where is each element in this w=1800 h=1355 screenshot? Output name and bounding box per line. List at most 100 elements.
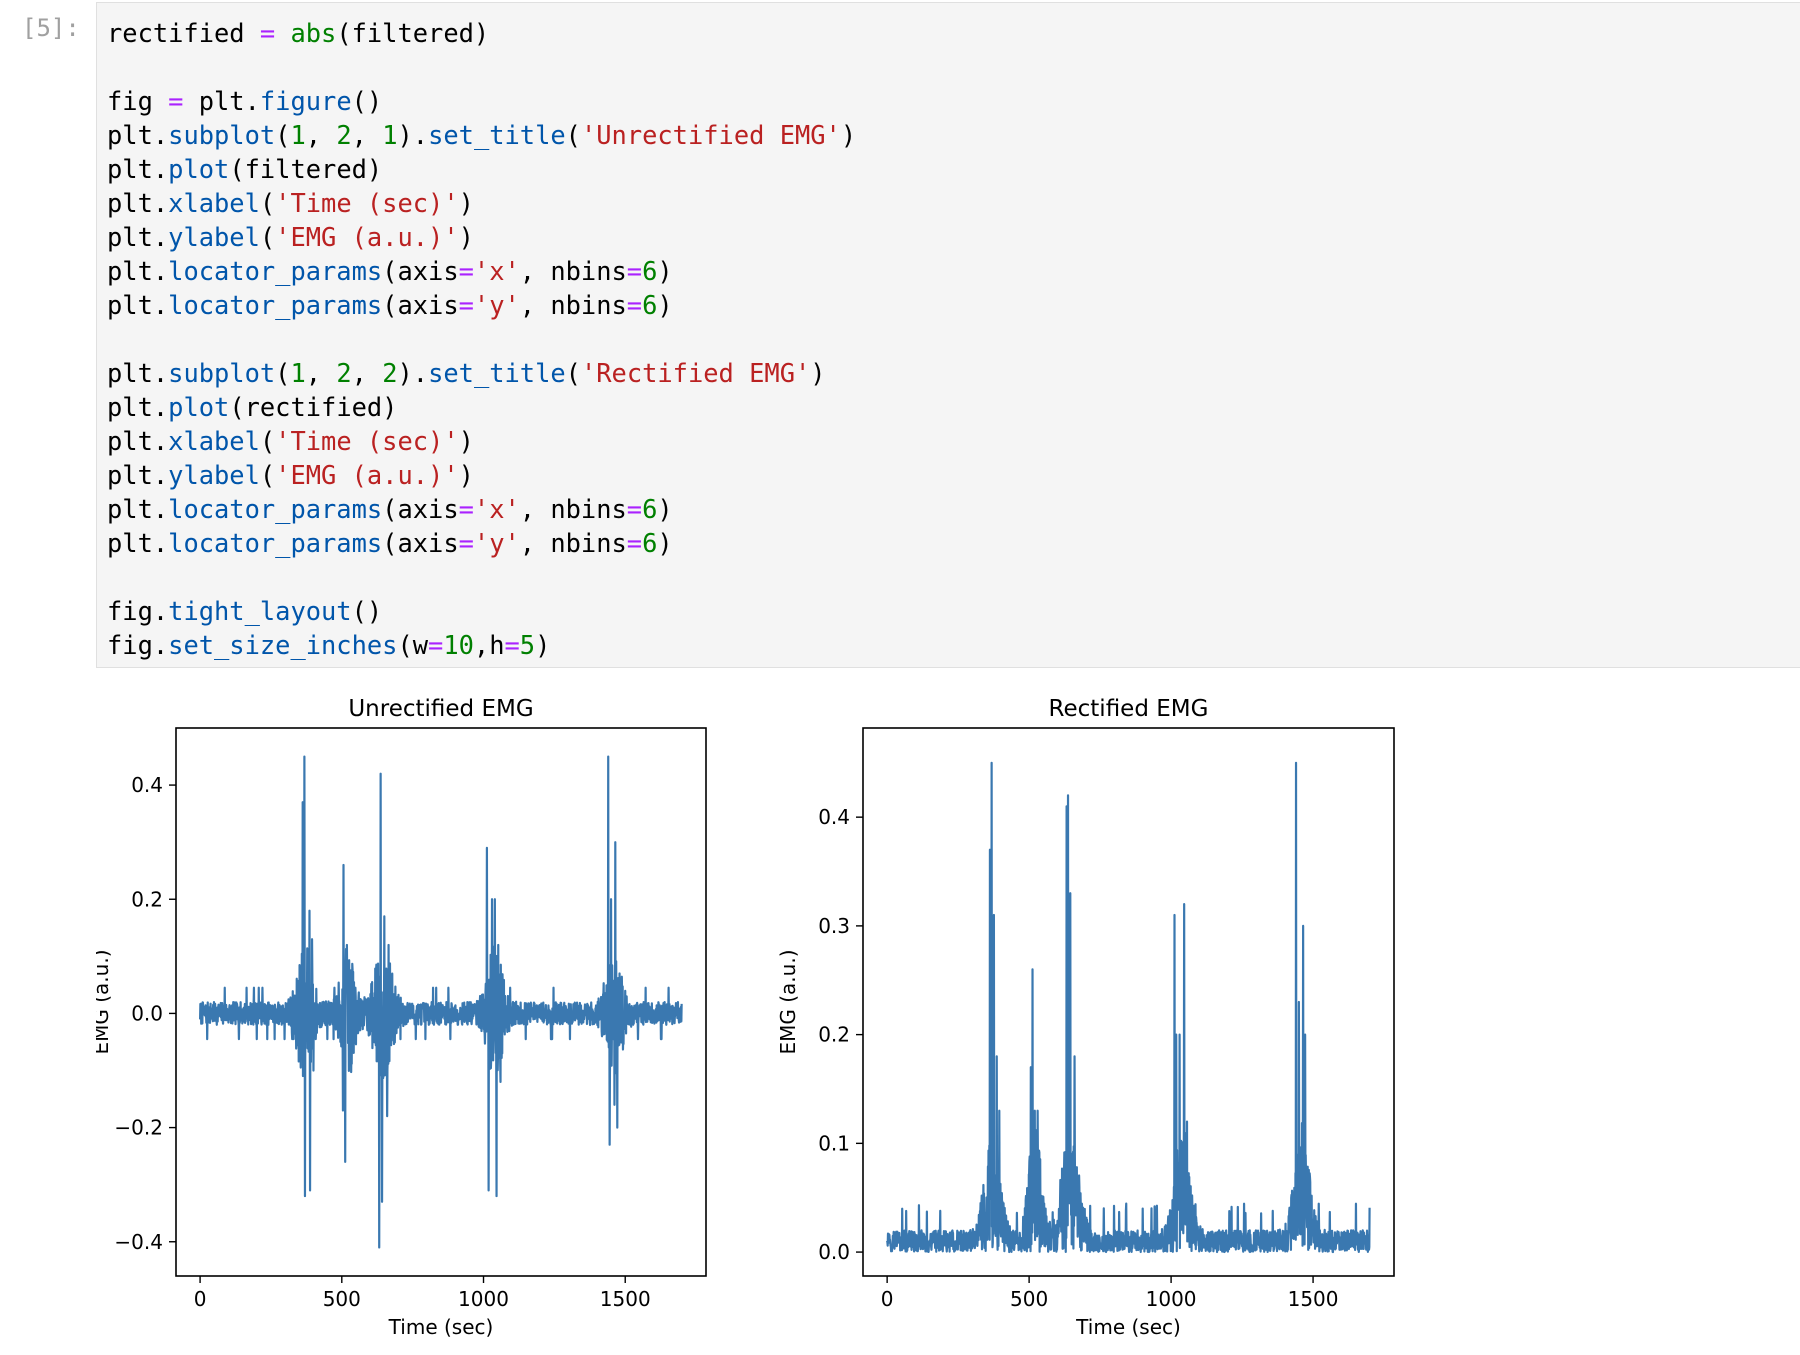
code-line: fig.tight_layout() <box>107 594 856 628</box>
code-token: 'EMG (a.u.)' <box>275 222 459 252</box>
code-token: 5 <box>519 630 536 660</box>
code-token: 1 <box>382 120 398 150</box>
code-line: plt.ylabel('EMG (a.u.)') <box>107 220 856 254</box>
code-line: plt.locator_params(axis='x', nbins=6) <box>107 254 856 288</box>
y-tick-label: −0.2 <box>114 1116 163 1140</box>
code-token: 'x' <box>473 256 520 286</box>
code-token: 'y' <box>473 290 520 320</box>
code-token: fig. <box>107 630 169 660</box>
code-token: = <box>458 494 474 524</box>
code-text[interactable]: rectified = abs(filtered) fig = plt.figur… <box>107 16 856 662</box>
code-line: plt.plot(filtered) <box>107 152 856 186</box>
code-token: 6 <box>642 290 658 320</box>
code-token: 2 <box>336 358 352 388</box>
x-tick-label: 1000 <box>458 1287 509 1311</box>
code-token: (axis <box>382 494 459 524</box>
series-line <box>198 755 683 1249</box>
code-token: abs <box>290 18 337 48</box>
code-token: rectified <box>107 18 245 48</box>
code-token: , <box>305 358 337 388</box>
code-token: = <box>504 630 520 660</box>
code-line: plt.plot(rectified) <box>107 390 856 424</box>
code-token: = <box>168 86 184 116</box>
code-token: , nbins <box>519 256 627 286</box>
code-token: 'Unrectified EMG' <box>580 120 841 150</box>
code-line: fig = plt.figure() <box>107 84 856 118</box>
code-token: , <box>351 358 383 388</box>
cell-output: 0 500 1000 1500 −0.4 −0.2 0.0 0.2 0.4 Unrectified… <box>96 680 1436 1350</box>
code-token: plt. <box>183 86 260 116</box>
y-tick-label: 0.4 <box>131 773 163 797</box>
code-token: 6 <box>642 494 658 524</box>
code-line: plt.subplot(1, 2, 1).set_title('Unrectif… <box>107 118 856 152</box>
y-tick-label: 0.0 <box>818 1240 850 1264</box>
code-token: = <box>458 290 474 320</box>
code-token: ) <box>535 630 551 660</box>
code-line: plt.locator_params(axis='y', nbins=6) <box>107 288 856 322</box>
code-cell-editor[interactable]: rectified = abs(filtered) fig = plt.figur… <box>96 2 1800 668</box>
y-tick-label: 0.2 <box>131 887 163 911</box>
code-token: 'x' <box>473 494 520 524</box>
code-token: = <box>458 528 474 558</box>
code-token: plt. <box>107 222 169 252</box>
y-tick-label: 0.1 <box>818 1131 850 1155</box>
code-token: 'Time (sec)' <box>275 426 459 456</box>
code-token: set_title <box>428 358 566 388</box>
code-token: (axis <box>382 528 459 558</box>
y-tick-label: 0.4 <box>818 805 850 829</box>
code-token: (filtered) <box>229 154 383 184</box>
code-token <box>245 18 260 48</box>
code-token: , nbins <box>519 494 627 524</box>
code-token: figure <box>259 86 352 116</box>
code-token: locator_params <box>168 528 383 558</box>
cell-prompt: [5]: <box>22 14 80 42</box>
code-token: plt. <box>107 426 169 456</box>
code-token: tight_layout <box>168 596 352 626</box>
code-token: = <box>259 18 276 48</box>
code-token: ) <box>458 460 474 490</box>
code-token: plot <box>168 392 230 422</box>
figure: 0 500 1000 1500 −0.4 −0.2 0.0 0.2 0.4 Unrectified… <box>96 696 1395 1339</box>
code-line <box>107 560 856 594</box>
y-tick-label: −0.4 <box>114 1230 163 1254</box>
code-token: (filtered) <box>336 18 490 48</box>
code-token: ,h <box>473 630 505 660</box>
code-token: fig <box>107 86 153 116</box>
code-token: plot <box>168 154 230 184</box>
code-token: ( <box>259 426 276 456</box>
x-tick-label: 1000 <box>1146 1287 1197 1311</box>
y-tick-label: 0.0 <box>131 1001 163 1025</box>
code-token: 6 <box>642 528 658 558</box>
code-line: plt.locator_params(axis='y', nbins=6) <box>107 526 856 560</box>
code-token: plt. <box>107 358 169 388</box>
code-token: plt. <box>107 154 169 184</box>
code-token: ( <box>565 120 581 150</box>
chart-title: Rectified EMG <box>1049 696 1209 722</box>
code-token: = <box>626 256 643 286</box>
x-tick-label: 0 <box>194 1287 207 1311</box>
code-token: () <box>351 86 383 116</box>
code-line: plt.xlabel('Time (sec)') <box>107 186 856 220</box>
code-token: ylabel <box>168 460 260 490</box>
code-token: ) <box>657 494 673 524</box>
code-token: ) <box>657 290 673 320</box>
code-line: rectified = abs(filtered) <box>107 16 856 50</box>
code-line: plt.ylabel('EMG (a.u.)') <box>107 458 856 492</box>
code-line: plt.subplot(1, 2, 2).set_title('Rectifie… <box>107 356 856 390</box>
code-token: = <box>626 528 643 558</box>
code-token: 1 <box>290 358 306 388</box>
x-tick-label: 500 <box>323 1287 361 1311</box>
code-token: plt. <box>107 290 169 320</box>
x-tick-label: 1500 <box>1288 1287 1339 1311</box>
code-token: 'EMG (a.u.)' <box>275 460 459 490</box>
code-token: 'y' <box>473 528 520 558</box>
code-token: 2 <box>382 358 398 388</box>
code-token: , <box>305 120 337 150</box>
code-token: locator_params <box>168 290 383 320</box>
code-token: locator_params <box>168 494 383 524</box>
code-token: xlabel <box>168 426 260 456</box>
code-token: subplot <box>168 120 276 150</box>
code-token: plt. <box>107 494 169 524</box>
code-token: (axis <box>382 290 459 320</box>
code-token: ) <box>458 426 474 456</box>
